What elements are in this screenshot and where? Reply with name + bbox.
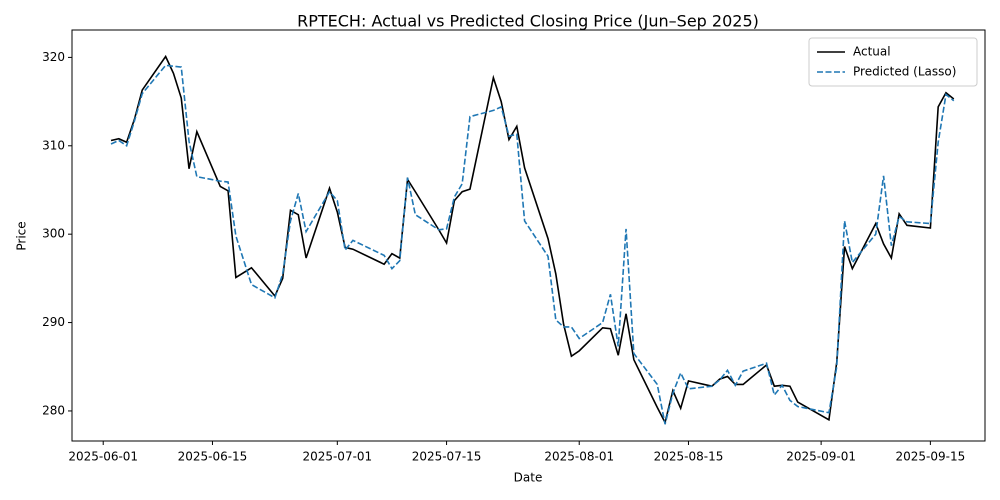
series-line [110, 54, 955, 425]
x-tick-label: 2025-06-15 [178, 450, 248, 464]
x-tick-label: 2025-06-01 [68, 450, 138, 464]
x-axis-label: Date [514, 471, 543, 485]
legend-box [808, 37, 978, 87]
y-axis-label: Price [15, 221, 29, 250]
x-tick-label: 2025-08-15 [654, 450, 724, 464]
x-tick-label: 2025-07-15 [412, 450, 482, 464]
y-tick-label: 290 [42, 315, 65, 329]
y-tick-label: 300 [42, 227, 65, 241]
y-tick-label: 310 [42, 138, 65, 152]
legend-label: Predicted (Lasso) [853, 65, 956, 79]
x-tick-label: 2025-08-01 [544, 450, 614, 464]
y-tick-label: 280 [42, 403, 65, 417]
x-tick-label: 2025-09-01 [786, 450, 856, 464]
chart-title: RPTECH: Actual vs Predicted Closing Pric… [297, 12, 759, 31]
y-tick-label: 320 [42, 50, 65, 64]
series-line [110, 64, 955, 425]
legend-label: Actual [853, 45, 891, 59]
x-tick-label: 2025-07-01 [302, 450, 372, 464]
plot-frame [71, 29, 986, 442]
x-tick-label: 2025-09-15 [896, 450, 966, 464]
